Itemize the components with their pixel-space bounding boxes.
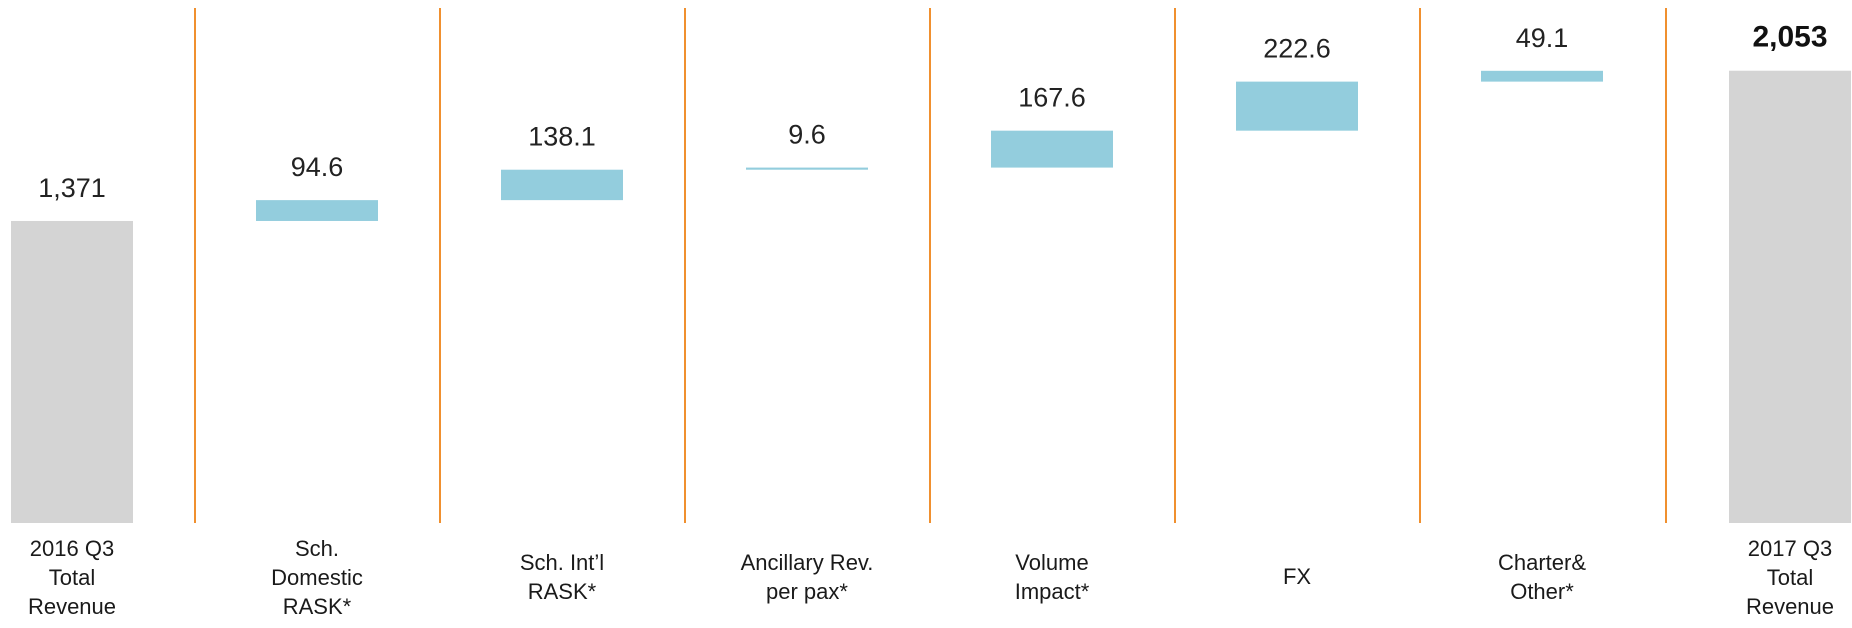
delta-bar (1481, 70, 1603, 82)
value-label: 2,053 (1752, 21, 1827, 54)
value-label: 49.1 (1516, 23, 1569, 53)
value-label: 167.6 (1018, 83, 1086, 113)
delta-bar (746, 167, 868, 170)
value-label: 9.6 (788, 120, 826, 150)
total-bar (1729, 70, 1851, 524)
category-label: 2017 Q3 Total Revenue (1745, 536, 1835, 619)
delta-bar (501, 169, 623, 201)
value-label: 222.6 (1263, 34, 1331, 64)
category-label: 2016 Q3 Total Revenue (27, 536, 117, 619)
category-label: Sch. Domestic RASK* (271, 536, 363, 619)
category-label: Charter& Other* (1497, 550, 1587, 604)
category-label: Volume Impact* (1014, 550, 1090, 604)
category-label: FX (1282, 564, 1312, 589)
value-label: 138.1 (528, 122, 596, 152)
total-bar (11, 220, 133, 524)
delta-bar (991, 130, 1113, 168)
delta-bar (1236, 81, 1358, 131)
category-label: Ancillary Rev. per pax* (740, 550, 874, 604)
category-label: Sch. Int’l RASK* (519, 550, 605, 604)
delta-bar (256, 200, 378, 221)
value-label: 1,371 (38, 173, 106, 203)
value-label: 94.6 (291, 152, 344, 182)
